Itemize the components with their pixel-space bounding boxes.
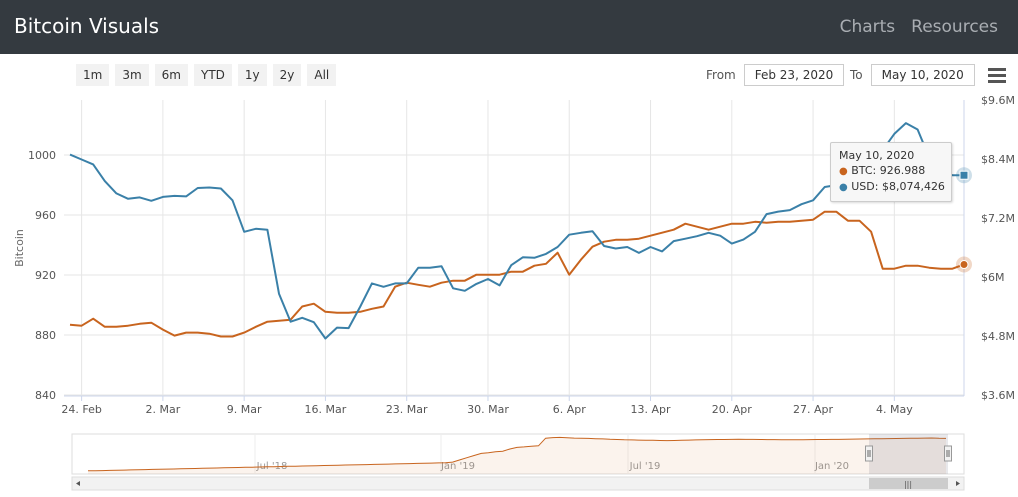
date-from-label: From bbox=[706, 68, 736, 82]
hamburger-menu-icon[interactable] bbox=[988, 68, 1006, 83]
range-button-2y[interactable]: 2y bbox=[272, 64, 302, 86]
navigator-tick-label: Jan '20 bbox=[814, 461, 849, 472]
navigator-tick-label: Jul '19 bbox=[629, 461, 661, 472]
usd-dot-icon: ● bbox=[839, 182, 848, 193]
y-right-tick-label: $4.8M bbox=[981, 330, 1015, 343]
y-axis-title: Bitcoin bbox=[13, 229, 26, 267]
range-selector: 1m 3m 6m YTD 1y 2y All bbox=[76, 64, 337, 86]
y-axis-left: 840 880 920 960 1000 bbox=[28, 149, 56, 402]
y-right-tick-label: $6M bbox=[981, 271, 1005, 284]
x-tick-label: 23. Mar bbox=[386, 403, 428, 416]
navigator-area bbox=[88, 437, 946, 474]
tooltip-btc-label: BTC: bbox=[851, 164, 877, 177]
hover-marker-btc bbox=[959, 260, 969, 270]
y-axis-right: $3.6M $4.8M $6M $7.2M $8.4M $9.6M bbox=[981, 94, 1015, 402]
tooltip: May 10, 2020 ● BTC: 926.988 ● USD: $8,07… bbox=[830, 142, 952, 202]
date-to-input[interactable]: May 10, 2020 bbox=[870, 64, 975, 86]
nav-link-resources[interactable]: Resources bbox=[911, 17, 998, 37]
navigator-tick-label: Jul '18 bbox=[256, 461, 288, 472]
x-tick-label: 2. Mar bbox=[146, 403, 181, 416]
scrollbar-track bbox=[71, 476, 965, 491]
date-from-input[interactable]: Feb 23, 2020 bbox=[743, 64, 845, 86]
scroll-left-arrow-icon bbox=[76, 481, 80, 486]
range-button-1m[interactable]: 1m bbox=[76, 64, 110, 86]
navigator-window bbox=[869, 434, 948, 474]
hover-halo-usd bbox=[956, 167, 972, 184]
y-right-tick-label: $8.4M bbox=[981, 153, 1015, 166]
navigator: Jul '18 Jan '19 Jul '19 Jan '20 ||| bbox=[71, 433, 965, 491]
navigator-tick-label: Jan '19 bbox=[440, 461, 475, 472]
y-left-tick-label: 960 bbox=[35, 209, 56, 222]
top-navbar: Bitcoin Visuals Charts Resources bbox=[0, 0, 1018, 54]
x-axis: 24. Feb 2. Mar 9. Mar 16. Mar 23. Mar 30. Mar… bbox=[61, 396, 913, 416]
x-tick-label: 6. Apr bbox=[553, 403, 586, 416]
x-tick-label: 9. Mar bbox=[227, 403, 262, 416]
range-button-3m[interactable]: 3m bbox=[115, 64, 149, 86]
x-tick-label: 13. Apr bbox=[631, 403, 671, 416]
site-title[interactable]: Bitcoin Visuals bbox=[14, 14, 160, 38]
range-button-all[interactable]: All bbox=[307, 64, 337, 86]
y-left-tick-label: 840 bbox=[35, 389, 56, 402]
scrollbar-thumb bbox=[869, 478, 948, 489]
tooltip-usd-label: USD: bbox=[851, 180, 879, 193]
y-right-tick-label: $9.6M bbox=[981, 94, 1015, 107]
navigator-handle bbox=[865, 445, 873, 462]
navigator-handle bbox=[944, 445, 952, 462]
y-left-tick-label: 1000 bbox=[28, 149, 56, 162]
x-tick-label: 24. Feb bbox=[61, 403, 101, 416]
hover-halo-btc bbox=[956, 256, 972, 273]
range-button-ytd[interactable]: YTD bbox=[193, 64, 232, 86]
x-tick-label: 16. Mar bbox=[305, 403, 347, 416]
x-tick-label: 27. Apr bbox=[793, 403, 833, 416]
nav-links: Charts Resources bbox=[840, 17, 998, 37]
range-button-6m[interactable]: 6m bbox=[154, 64, 188, 86]
nav-link-charts[interactable]: Charts bbox=[839, 17, 896, 37]
grid-lines bbox=[64, 100, 965, 397]
navigator-line bbox=[88, 436, 947, 472]
hover-marker-usd bbox=[959, 170, 969, 180]
series-line-btc bbox=[69, 210, 965, 338]
y-right-tick-label: $7.2M bbox=[981, 212, 1015, 225]
date-to-label: To bbox=[850, 68, 863, 82]
tooltip-btc-value: 926.988 bbox=[879, 164, 926, 177]
tooltip-usd-value: $8,074,426 bbox=[881, 180, 945, 193]
date-to: To May 10, 2020 bbox=[850, 64, 975, 86]
scrollbar-grip-icon: ||| bbox=[904, 480, 912, 489]
tooltip-date: May 10, 2020 bbox=[839, 149, 915, 162]
scroll-right-arrow-icon bbox=[956, 481, 960, 486]
date-from: From Feb 23, 2020 bbox=[706, 64, 845, 86]
navigator-frame bbox=[71, 433, 965, 475]
btc-dot-icon: ● bbox=[839, 166, 848, 177]
x-tick-label: 4. May bbox=[876, 403, 913, 416]
range-button-1y[interactable]: 1y bbox=[237, 64, 267, 86]
x-tick-label: 30. Mar bbox=[467, 403, 509, 416]
y-left-tick-label: 880 bbox=[35, 329, 56, 342]
y-right-tick-label: $3.6M bbox=[981, 389, 1015, 402]
x-tick-label: 20. Apr bbox=[712, 403, 752, 416]
y-left-tick-label: 920 bbox=[35, 269, 56, 282]
